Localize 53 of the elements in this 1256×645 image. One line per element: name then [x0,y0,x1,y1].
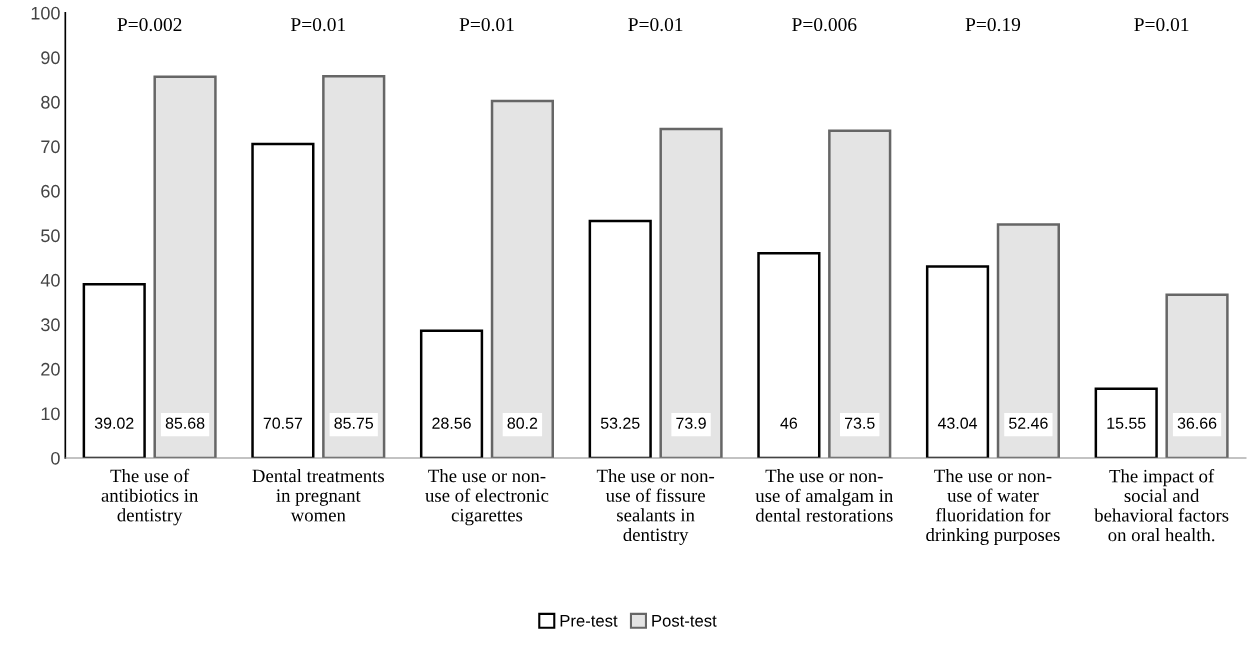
legend-label: Pre-test [560,615,618,627]
data-label: 80.2 [507,417,538,429]
bar [82,283,146,458]
data-label: 85.75 [334,417,374,429]
x-tick-label: The use or non- use of water fluoridation for drinking purposes [926,469,1060,545]
y-tick-label: 70 [41,140,60,154]
y-tick-label: 20 [41,362,60,376]
data-label: 43.04 [937,417,978,429]
x-tick-label: The use or non- use of amalgam in dental restorations [755,469,893,522]
y-tick-label: 100 [31,6,60,20]
bar [322,75,386,458]
data-label: 53.25 [600,417,640,429]
x-tick-label: The use or non- use of electronic cigarettes [425,469,549,526]
annotation: P=0.19 [965,18,1021,32]
data-label: 73.5 [844,417,875,429]
bar [659,127,723,458]
data-label: 73.9 [676,417,706,429]
y-tick-label: 80 [41,95,60,109]
data-label: 85.68 [165,417,205,429]
data-label: 36.66 [1177,417,1217,429]
bar [1165,293,1229,458]
data-label: 46 [780,417,798,429]
x-tick-label: The impact of social and behavioral factors on oral health. [1094,469,1229,542]
annotation: P=0.01 [1134,18,1189,32]
annotation: P=0.01 [628,18,683,32]
x-tick-label: The use of antibiotics in dentistry [101,468,199,526]
y-tick-label: 30 [41,318,60,332]
x-tick-label: Dental treatments in pregnant women [252,469,385,522]
bar [925,265,990,458]
data-label: 28.56 [432,417,471,429]
y-tick-label: 90 [41,51,60,65]
bar [828,129,892,458]
y-tick-label: 10 [41,407,60,421]
data-label: 39.02 [94,417,134,429]
y-tick-label: 40 [40,273,60,287]
legend-label: Post-test [652,615,717,627]
y-tick-label: 0 [51,451,60,465]
bar [757,251,821,458]
y-tick-label: 60 [41,184,60,198]
annotation: P=0.01 [459,18,514,32]
x-tick-label: The use or non- use of fissure sealants in dentistry [596,469,715,545]
y-tick-label: 50 [41,229,60,243]
data-label: 70.57 [263,417,303,429]
bar [251,142,315,458]
bar [588,219,652,458]
bar [996,223,1060,458]
annotation: P=0.01 [290,18,346,32]
annotation: P=0.002 [117,18,182,32]
bar [490,99,554,458]
annotation: P=0.006 [792,18,857,32]
data-label: 52.46 [1009,417,1048,429]
bar [153,75,217,458]
data-label: 15.55 [1107,417,1146,429]
